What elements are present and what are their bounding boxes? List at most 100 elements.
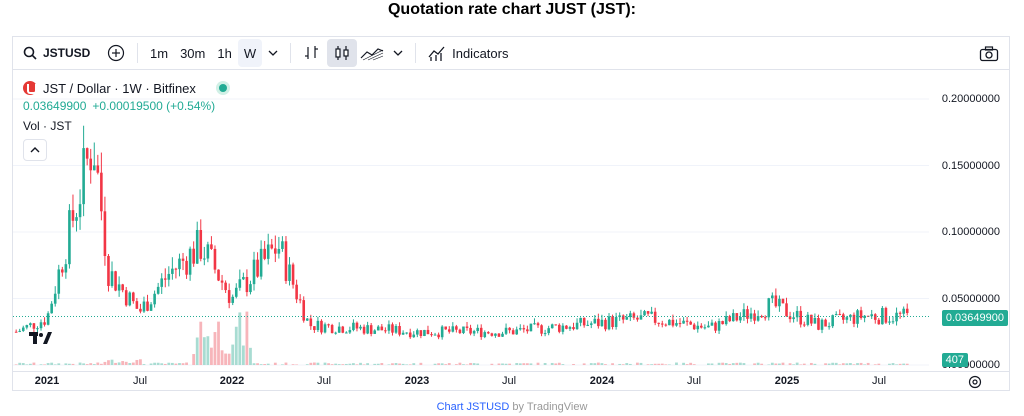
volume-bar (440, 363, 444, 365)
volume-bar (139, 359, 142, 365)
candle-body (213, 248, 217, 270)
volume-bar (824, 363, 827, 365)
candle-body (543, 333, 547, 335)
tradingview-logo[interactable] (29, 331, 53, 345)
volume-bar (263, 364, 267, 365)
candle-body (153, 293, 156, 305)
volume-bar (245, 311, 249, 365)
symbol-search[interactable]: JSTUSD (13, 37, 101, 70)
candle-body (863, 315, 866, 319)
candle-body (589, 323, 593, 325)
candle-body (831, 315, 834, 327)
candle-body (249, 284, 252, 293)
candle-body (103, 211, 107, 257)
tradingview-logo-icon (29, 331, 53, 345)
candle-body (682, 320, 685, 324)
indicators-icon (428, 45, 446, 61)
add-symbol-button[interactable] (101, 39, 131, 67)
volume-bar (327, 363, 330, 365)
volume-bar (628, 363, 632, 365)
candle-body (746, 309, 749, 319)
interval-1m-button[interactable]: 1m (150, 45, 169, 61)
volume-bar (770, 362, 774, 365)
candle-body (469, 327, 472, 334)
candle-body (149, 304, 153, 311)
volume-bar (557, 362, 561, 365)
candle-body (600, 319, 604, 327)
area-style-button[interactable] (357, 39, 387, 67)
candle-body (565, 325, 568, 329)
candle-body (650, 311, 653, 314)
candle-body (888, 321, 891, 323)
chart-link[interactable]: Chart JSTUSD (436, 401, 510, 413)
volume-bar (344, 363, 348, 365)
candle-body (756, 316, 760, 321)
volume-bar (636, 362, 639, 365)
candle-body (242, 276, 245, 280)
volume-bar (774, 363, 778, 365)
volume-bar (18, 362, 22, 365)
candle-body (171, 268, 174, 274)
chart-settings-button[interactable] (967, 374, 983, 390)
volume-bar (160, 363, 164, 365)
candle-body (330, 325, 334, 334)
candle-body (455, 326, 458, 330)
price-chart[interactable] (13, 71, 1009, 371)
candle-body (632, 313, 636, 318)
candle-body (660, 323, 664, 325)
candle-body (827, 326, 831, 328)
interval-1h-button[interactable]: 1h (217, 45, 232, 61)
time-label: 2022 (219, 375, 245, 387)
candle-body (412, 334, 416, 338)
time-label: Jul (686, 375, 702, 387)
candle-body (167, 273, 171, 280)
interval-dropdown-button[interactable] (262, 39, 284, 67)
chart-style-dropdown-button[interactable] (387, 39, 409, 67)
volume-bar (71, 363, 75, 365)
candle-body (75, 217, 78, 221)
volume-bar (39, 364, 43, 365)
volume-bar (522, 363, 526, 365)
volume-bar (476, 363, 480, 365)
candle-body (46, 313, 50, 325)
volume-bar (213, 332, 217, 365)
candle-body (533, 323, 536, 325)
interval-w-button[interactable]: W (237, 39, 263, 67)
snapshot-button[interactable] (975, 40, 1003, 68)
candle-body (274, 248, 277, 254)
candle-body (774, 295, 778, 307)
market-status-icon[interactable] (215, 81, 230, 95)
candle-body (710, 322, 714, 326)
volume-bar (217, 321, 220, 365)
time-label: Jul (501, 375, 517, 387)
volume-bar (760, 363, 764, 365)
volume-bar (731, 363, 735, 365)
interval-30m-button[interactable]: 30m (180, 45, 206, 61)
candle-body (604, 319, 607, 330)
candle-body (117, 284, 121, 291)
volume-bar (149, 363, 153, 365)
volume-bar (199, 321, 203, 365)
collapse-legend-button[interactable] (23, 139, 47, 161)
volume-bar (312, 362, 316, 365)
candle-body (643, 311, 646, 316)
candle-body (142, 301, 146, 312)
candle-body (316, 320, 320, 331)
candle-style-button[interactable] (327, 39, 358, 67)
volume-bar (273, 362, 277, 365)
candle-body (309, 318, 313, 327)
volume-bar (266, 363, 270, 365)
volume-bar (135, 359, 139, 365)
volume-bar (202, 337, 206, 365)
candle-body (490, 333, 494, 336)
volume-bar (192, 354, 196, 365)
candle-body (128, 292, 132, 306)
candle-body (678, 323, 682, 325)
volume-bar (405, 364, 409, 365)
volume-bar (305, 364, 309, 365)
bar-style-button[interactable] (297, 39, 327, 67)
candle-body (515, 329, 519, 335)
volume-bar (28, 363, 32, 365)
volume-bar (352, 363, 355, 365)
indicators-button[interactable]: Indicators (422, 37, 514, 70)
